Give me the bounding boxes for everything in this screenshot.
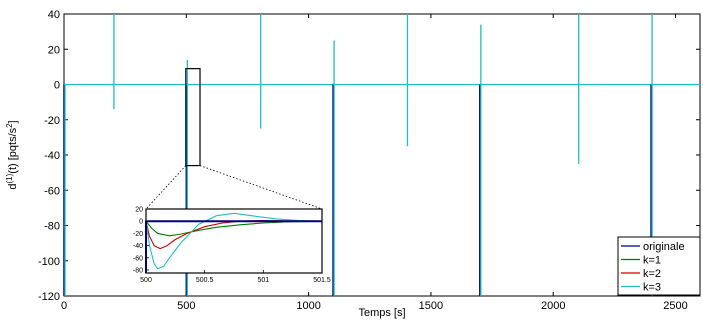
inset-series-k3	[145, 212, 323, 270]
y-label-end: ]	[7, 120, 19, 123]
x-tick-label: 1000	[296, 300, 320, 312]
inset-y-tick-label: 0	[139, 219, 143, 226]
inset-y-tick-label: -40	[133, 243, 143, 250]
x-axis-label: Temps [s]	[358, 307, 405, 319]
inset-x-tick-label: 501	[257, 277, 269, 284]
x-tick-label: 500	[177, 300, 195, 312]
y-tick-label: -60	[44, 185, 60, 197]
y-tick-label: -120	[38, 291, 60, 303]
inset-y-tick-label: -80	[133, 267, 143, 274]
y-label-sup2: 2	[5, 123, 14, 128]
legend: originale k=1k=2 k=3	[617, 236, 701, 296]
legend-label: k=2	[643, 268, 661, 280]
inset-series-originale	[145, 220, 322, 273]
y-axis-label: d(1)(t) [pqts/s2]	[5, 120, 19, 189]
y-tick-label: -40	[44, 150, 60, 162]
x-tick-label: 2000	[541, 300, 565, 312]
inset-x-tick-label: 501.5	[313, 277, 331, 284]
legend-label: k=1	[643, 255, 661, 267]
inset-y-tick-label: -60	[133, 255, 143, 262]
y-label-sup: (1)	[5, 173, 14, 183]
y-tick-label: -80	[44, 221, 60, 233]
legend-box	[617, 236, 701, 296]
y-tick-label: 40	[48, 9, 60, 21]
inset-series-k1	[145, 220, 323, 237]
inset-y-tick-label: -20	[133, 231, 143, 238]
y-tick-label: 20	[48, 44, 60, 56]
y-label-base: d	[7, 184, 19, 190]
main-x-ticks: 0 500 1000 1500 2000 2500	[61, 14, 688, 312]
y-label-mid: (t) [pqts/s	[7, 127, 19, 173]
inset-x-tick-label: 500.5	[196, 277, 214, 284]
x-tick-label: 1500	[419, 300, 443, 312]
y-tick-label: -100	[38, 256, 60, 268]
zoom-connector	[199, 165, 323, 210]
inset-x-tick-label: 500	[140, 277, 152, 284]
legend-label: k=3	[643, 282, 661, 294]
zoom-connector	[145, 165, 187, 210]
x-tick-label: 0	[61, 300, 67, 312]
legend-label: originale	[643, 241, 685, 253]
zoom-annotation	[145, 68, 323, 210]
zoom-box	[185, 68, 201, 167]
y-tick-label: 0	[54, 80, 60, 92]
inset-plot: 20 0 -20 -40 -60 -80 500 500.5 501 501.5	[133, 207, 331, 285]
inset-y-tick-label: 20	[135, 207, 143, 214]
x-tick-label: 2500	[663, 300, 687, 312]
main-series	[63, 14, 700, 296]
y-tick-label: -20	[44, 115, 60, 127]
